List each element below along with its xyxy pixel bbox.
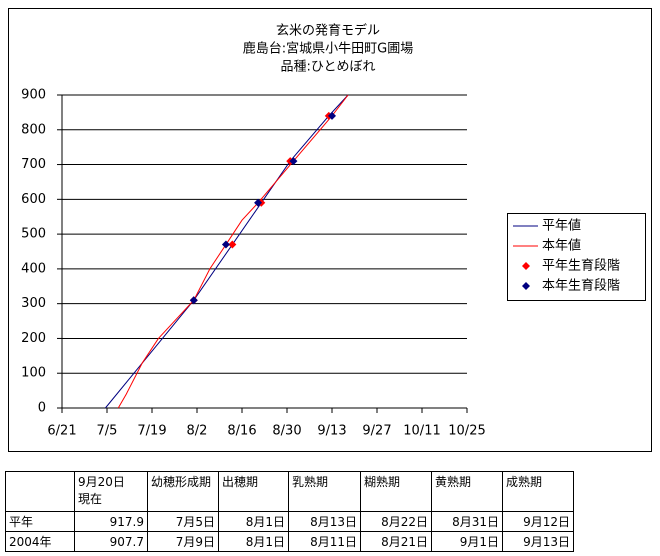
table-cell: 9月12日 [502,511,574,532]
table-cell: 7月5日 [147,511,219,532]
x-tick-label: 8/30 [272,424,301,439]
legend-box [507,213,646,301]
legend-label: 平年値 [542,218,581,234]
table-cell: 成熟期 [502,471,574,512]
chart-title: 品種:ひとめぼれ [281,59,376,75]
table-cell: 9月20日 現在 [74,471,148,512]
x-tick-label: 10/25 [448,424,485,439]
x-tick-label: 10/11 [403,424,440,439]
table-cell: 7月9日 [147,531,219,552]
table-cell: 出穂期 [218,471,289,512]
y-tick-label: 700 [21,157,46,172]
x-tick-label: 7/5 [97,424,118,439]
table-row: 2004年 907.7 7月9日 8月1日 8月11日 8月21日 9月1日 9月13日 [5,531,574,552]
legend-label: 平年生育段階 [542,258,620,274]
x-tick-label: 8/2 [187,424,208,439]
table-cell: 8月1日 [218,531,289,552]
y-tick-label: 500 [21,227,46,242]
x-tick-label: 8/16 [227,424,256,439]
x-tick-label: 9/13 [317,424,346,439]
table-row: 平年 917.9 7月5日 8月1日 8月13日 8月22日 8月31日 9月12日 [5,511,574,532]
data-table: 9月20日 現在 幼穂形成期 出穂期 乳熟期 糊熟期 黄熟期 成熟期 平年 917.9 7月5日 8… [5,471,574,552]
table-cell: 8月31日 [431,511,503,532]
x-tick-label: 9/27 [362,424,391,439]
chart-title: 鹿島台:宮城県小牛田町G圃場 [243,41,413,57]
table-cell: 9月13日 [502,531,574,552]
y-tick-label: 200 [21,331,46,346]
y-tick-label: 0 [38,401,46,416]
table-cell: 907.7 [74,531,148,552]
legend-swatch [522,262,530,270]
stage-marker [328,111,336,120]
legend-label: 本年生育段階 [542,278,620,294]
table-cell: 2004年 [5,531,75,552]
table-cell: 8月22日 [360,511,432,532]
stage-marker [254,198,263,207]
y-tick-label: 800 [21,122,46,137]
y-tick-label: 600 [21,192,46,207]
table-cell: 8月1日 [218,511,289,532]
stage-marker [289,157,298,166]
legend-swatch [522,282,530,290]
table-cell: 8月21日 [360,531,432,552]
y-tick-label: 400 [21,261,46,276]
table-cell: 8月11日 [288,531,361,552]
legend-label: 本年値 [542,238,581,254]
y-tick-label: 900 [21,88,46,103]
table-cell: 黄熟期 [431,471,503,512]
table-cell: 幼穂形成期 [147,471,219,512]
x-tick-label: 7/19 [137,424,166,439]
y-tick-label: 300 [21,296,46,311]
table-cell: 917.9 [74,511,148,532]
table-cell [5,471,75,512]
table-cell: 8月13日 [288,511,361,532]
table-cell: 乳熟期 [288,471,361,512]
table-cell: 糊熟期 [360,471,432,512]
stage-marker [221,240,230,249]
stage-marker [228,240,237,249]
chart-title: 玄米の発育モデル [276,23,380,39]
table-cell: 9月1日 [431,531,503,552]
table-cell: 平年 [5,511,75,532]
y-tick-label: 100 [21,366,46,381]
x-tick-label: 6/21 [47,424,76,439]
table-row: 9月20日 現在 幼穂形成期 出穂期 乳熟期 糊熟期 黄熟期 成熟期 [5,471,574,512]
stage-marker [189,296,198,305]
